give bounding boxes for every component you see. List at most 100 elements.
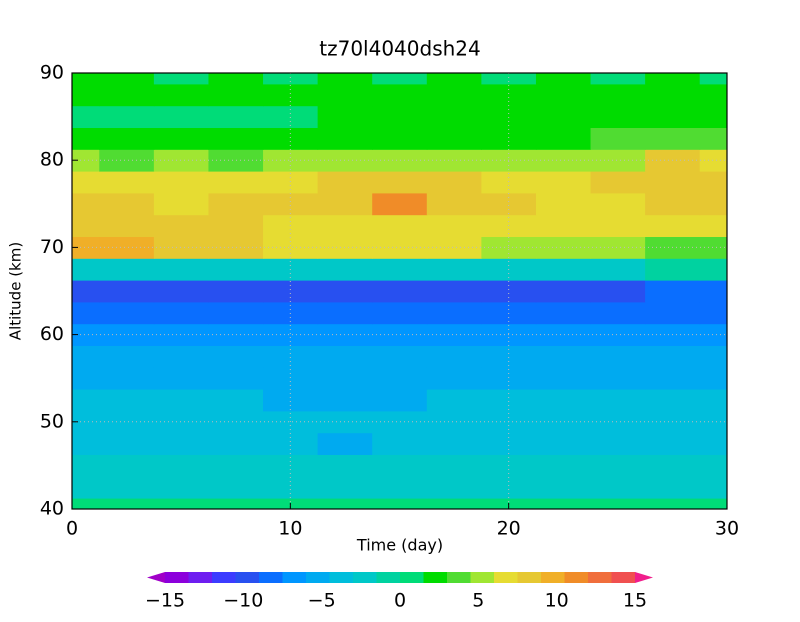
contour-cell — [481, 432, 537, 455]
contour-cell — [645, 105, 701, 128]
contour-cell — [317, 192, 373, 216]
contour-cell — [645, 83, 701, 107]
contour-cell — [426, 498, 482, 510]
colorbar-under — [147, 572, 165, 583]
contour-cell — [535, 236, 592, 259]
contour-cell — [372, 236, 428, 259]
contour-cell — [699, 192, 728, 216]
contour-cell — [317, 367, 373, 390]
contour-cell — [426, 73, 482, 85]
contour-cell — [153, 345, 209, 368]
colorbar-segment — [494, 572, 518, 583]
contour-cell — [645, 345, 701, 368]
contour-cell — [372, 127, 428, 150]
contour-cell — [317, 454, 373, 477]
contour-cell — [426, 323, 482, 346]
contour-cell — [208, 105, 264, 128]
contour-cell — [590, 149, 646, 172]
y-tick-label: 70 — [40, 236, 64, 258]
contour-cell — [99, 127, 155, 150]
contour-cell — [372, 323, 428, 346]
contour-cell — [590, 323, 646, 346]
contour-cell — [645, 476, 701, 499]
contour-cell — [317, 127, 373, 150]
contour-cell — [590, 236, 646, 259]
contour-cell — [72, 83, 100, 107]
contour-cell — [535, 367, 592, 390]
contour-cell — [72, 367, 100, 390]
y-tick-label: 50 — [40, 410, 64, 432]
contour-cell — [645, 192, 701, 216]
contour-cell — [263, 345, 319, 368]
contour-cell — [699, 105, 728, 128]
colorbar-segment — [259, 572, 283, 583]
contour-cell — [699, 83, 728, 107]
colorbar-tick-label: −10 — [223, 590, 263, 612]
contour-cell — [72, 192, 100, 216]
contour-cell — [590, 432, 646, 455]
contour-cell — [426, 410, 482, 434]
colorbar-segment — [400, 572, 424, 583]
contour-cell — [372, 301, 428, 325]
contour-cell — [263, 171, 319, 194]
contour-cell — [699, 280, 728, 303]
contour-cell — [699, 367, 728, 390]
contour-cell — [535, 323, 592, 346]
contour-cell — [99, 454, 155, 477]
colorbar-segment — [611, 572, 636, 583]
contour-cell — [645, 367, 701, 390]
contour-cell — [426, 432, 482, 455]
contour-cell — [372, 105, 428, 128]
contour-cell — [72, 498, 100, 510]
contour-cell — [481, 105, 537, 128]
contour-cell — [263, 105, 319, 128]
contour-cell — [372, 367, 428, 390]
contour-cell — [263, 389, 319, 412]
contour-cell — [426, 149, 482, 172]
contour-cell — [153, 498, 209, 510]
contour-cell — [208, 258, 264, 281]
contour-cell — [535, 345, 592, 368]
contour-cell — [99, 498, 155, 510]
contour-cell — [72, 432, 100, 455]
contour-cell — [153, 432, 209, 455]
contour-cell — [699, 345, 728, 368]
colorbar-segment — [306, 572, 330, 583]
colorbar-tick-label: 10 — [545, 590, 569, 612]
contour-cell — [99, 323, 155, 346]
contour-cell — [426, 105, 482, 128]
contour-cell — [72, 301, 100, 325]
contour-cell — [645, 454, 701, 477]
contour-cell — [535, 454, 592, 477]
contour-cell — [481, 73, 537, 85]
colorbar-segment — [353, 572, 377, 583]
contour-cell — [426, 301, 482, 325]
contour-cell — [99, 476, 155, 499]
chart-title: tz70l4040dsh24 — [319, 37, 480, 61]
contour-cell — [699, 236, 728, 259]
contour-cell — [263, 367, 319, 390]
contour-cell — [535, 280, 592, 303]
contour-cell — [99, 105, 155, 128]
contour-cell — [153, 149, 209, 172]
contour-cell — [263, 236, 319, 259]
contour-cell — [263, 127, 319, 150]
contour-cell — [372, 345, 428, 368]
contour-cell — [372, 83, 428, 107]
contour-cell — [535, 105, 592, 128]
contour-cell — [72, 476, 100, 499]
contour-cell — [590, 83, 646, 107]
contour-cell — [426, 236, 482, 259]
contour-cell — [590, 389, 646, 412]
contour-cell — [72, 280, 100, 303]
contour-cell — [372, 389, 428, 412]
x-tick-label: 0 — [66, 518, 78, 540]
contour-cell — [535, 83, 592, 107]
contour-cell — [426, 280, 482, 303]
contour-cell — [153, 301, 209, 325]
contour-cell — [153, 476, 209, 499]
contour-cell — [263, 476, 319, 499]
contour-cell — [99, 367, 155, 390]
plot-frame — [71, 72, 728, 510]
contour-cell — [372, 171, 428, 194]
